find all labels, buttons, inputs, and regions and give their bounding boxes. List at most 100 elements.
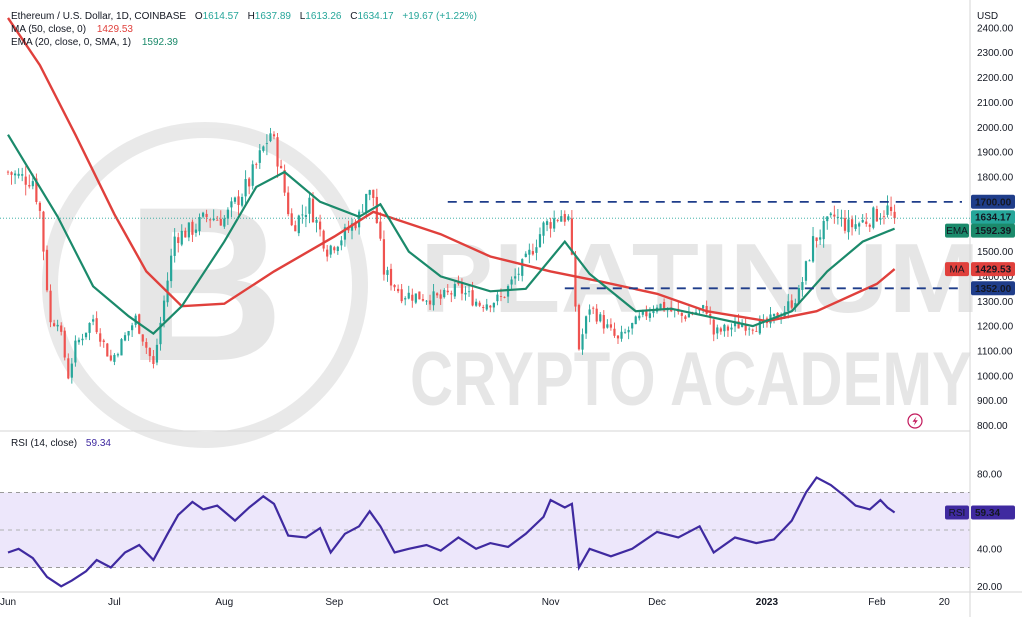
candle [623, 328, 627, 334]
candle [56, 319, 59, 332]
candle [116, 352, 120, 358]
legend-low: 1613.26 [305, 11, 342, 22]
candle [843, 210, 847, 234]
legend-ema-row: EMA (20, close, 0, SMA, 1) 1592.39 [11, 37, 178, 48]
svg-text:59.34: 59.34 [975, 508, 1000, 519]
candle [191, 219, 194, 243]
candle [233, 196, 237, 205]
price-tick-label: 1300.00 [977, 297, 1014, 308]
candle [425, 299, 428, 305]
legend-title-row: Ethereum / U.S. Dollar, 1D, COINBASE O16… [11, 11, 477, 22]
candle [521, 258, 524, 282]
candle [553, 210, 556, 233]
candle [230, 197, 233, 218]
legend-rsi-label: RSI (14, close) [11, 438, 77, 449]
candle [255, 162, 258, 169]
candle [836, 209, 839, 225]
time-tick-label: Aug [215, 597, 233, 608]
legend-rsi-row: RSI (14, close) 59.34 [11, 438, 111, 449]
candle [10, 171, 13, 185]
candle [49, 284, 52, 328]
candle [84, 332, 88, 340]
candle [592, 306, 595, 315]
candle [184, 227, 187, 238]
candle [294, 220, 297, 232]
legend-ma-value: 1429.53 [97, 24, 134, 35]
candle [506, 284, 510, 304]
legend-change: +19.67 (+1.22%) [402, 11, 477, 22]
candle [372, 189, 375, 207]
candle [436, 292, 439, 299]
legend: Ethereum / U.S. Dollar, 1D, COINBASE O16… [11, 11, 477, 449]
candle [719, 326, 722, 335]
candle [283, 164, 286, 196]
candle [567, 214, 570, 222]
candle [333, 245, 336, 254]
candle [475, 298, 478, 307]
candle [815, 237, 818, 248]
candle [361, 204, 364, 213]
rsi-tick-label: 20.00 [977, 582, 1002, 593]
candle [787, 293, 790, 319]
candle [453, 281, 456, 300]
candle [542, 221, 545, 244]
candle [141, 334, 144, 346]
candle [723, 323, 726, 337]
candle [13, 170, 17, 185]
candle [297, 214, 300, 237]
price-tick-label: 2200.00 [977, 73, 1014, 84]
candle [599, 312, 602, 323]
svg-text:1429.53: 1429.53 [975, 265, 1012, 276]
candle [726, 324, 730, 337]
candle [336, 245, 339, 255]
candle [560, 210, 563, 222]
candle [131, 322, 134, 338]
time-tick-label: Oct [433, 597, 449, 608]
ema-side-label: EMA [945, 223, 969, 238]
candle [223, 215, 226, 229]
candle [106, 342, 109, 357]
candle [145, 338, 148, 355]
candle [758, 315, 761, 335]
time-axis[interactable]: Jun Jul Aug Sep Oct Nov Dec 2023 Feb 20 [0, 597, 950, 608]
candle [226, 207, 229, 225]
candle [411, 288, 414, 308]
candle [148, 347, 151, 363]
price-tick-label: 2000.00 [977, 123, 1014, 134]
rsi-axis[interactable]: 80.00 40.00 20.00 [977, 469, 1002, 593]
svg-text:MA: MA [950, 265, 965, 276]
watermark-line-1: PLATINUM [420, 223, 980, 333]
ema-value-tag: 1592.39 [971, 223, 1015, 238]
candle [258, 144, 261, 169]
candle [712, 318, 715, 342]
candle [400, 284, 403, 304]
candle [386, 266, 389, 282]
candle [187, 222, 190, 242]
candle [414, 293, 417, 305]
candle [744, 318, 747, 336]
candle [276, 132, 279, 178]
candle [730, 323, 733, 337]
price-tick-label: 900.00 [977, 396, 1008, 407]
candle [748, 326, 751, 336]
time-tick-label: Feb [868, 597, 886, 608]
candle [329, 244, 332, 258]
candle [634, 315, 637, 325]
candle [531, 243, 534, 256]
candle [279, 159, 283, 169]
ma50-line [7, 17, 896, 323]
candle [240, 193, 244, 208]
candle [237, 190, 240, 216]
candle [503, 296, 506, 299]
candle [301, 204, 304, 224]
candle [556, 218, 559, 223]
candle [613, 322, 616, 338]
candle [198, 213, 201, 236]
lightning-icon[interactable] [907, 413, 923, 429]
candle [514, 268, 517, 285]
candle [244, 170, 247, 204]
candle [808, 259, 811, 262]
candle [368, 189, 371, 201]
candle [684, 314, 687, 322]
candle [170, 248, 173, 288]
